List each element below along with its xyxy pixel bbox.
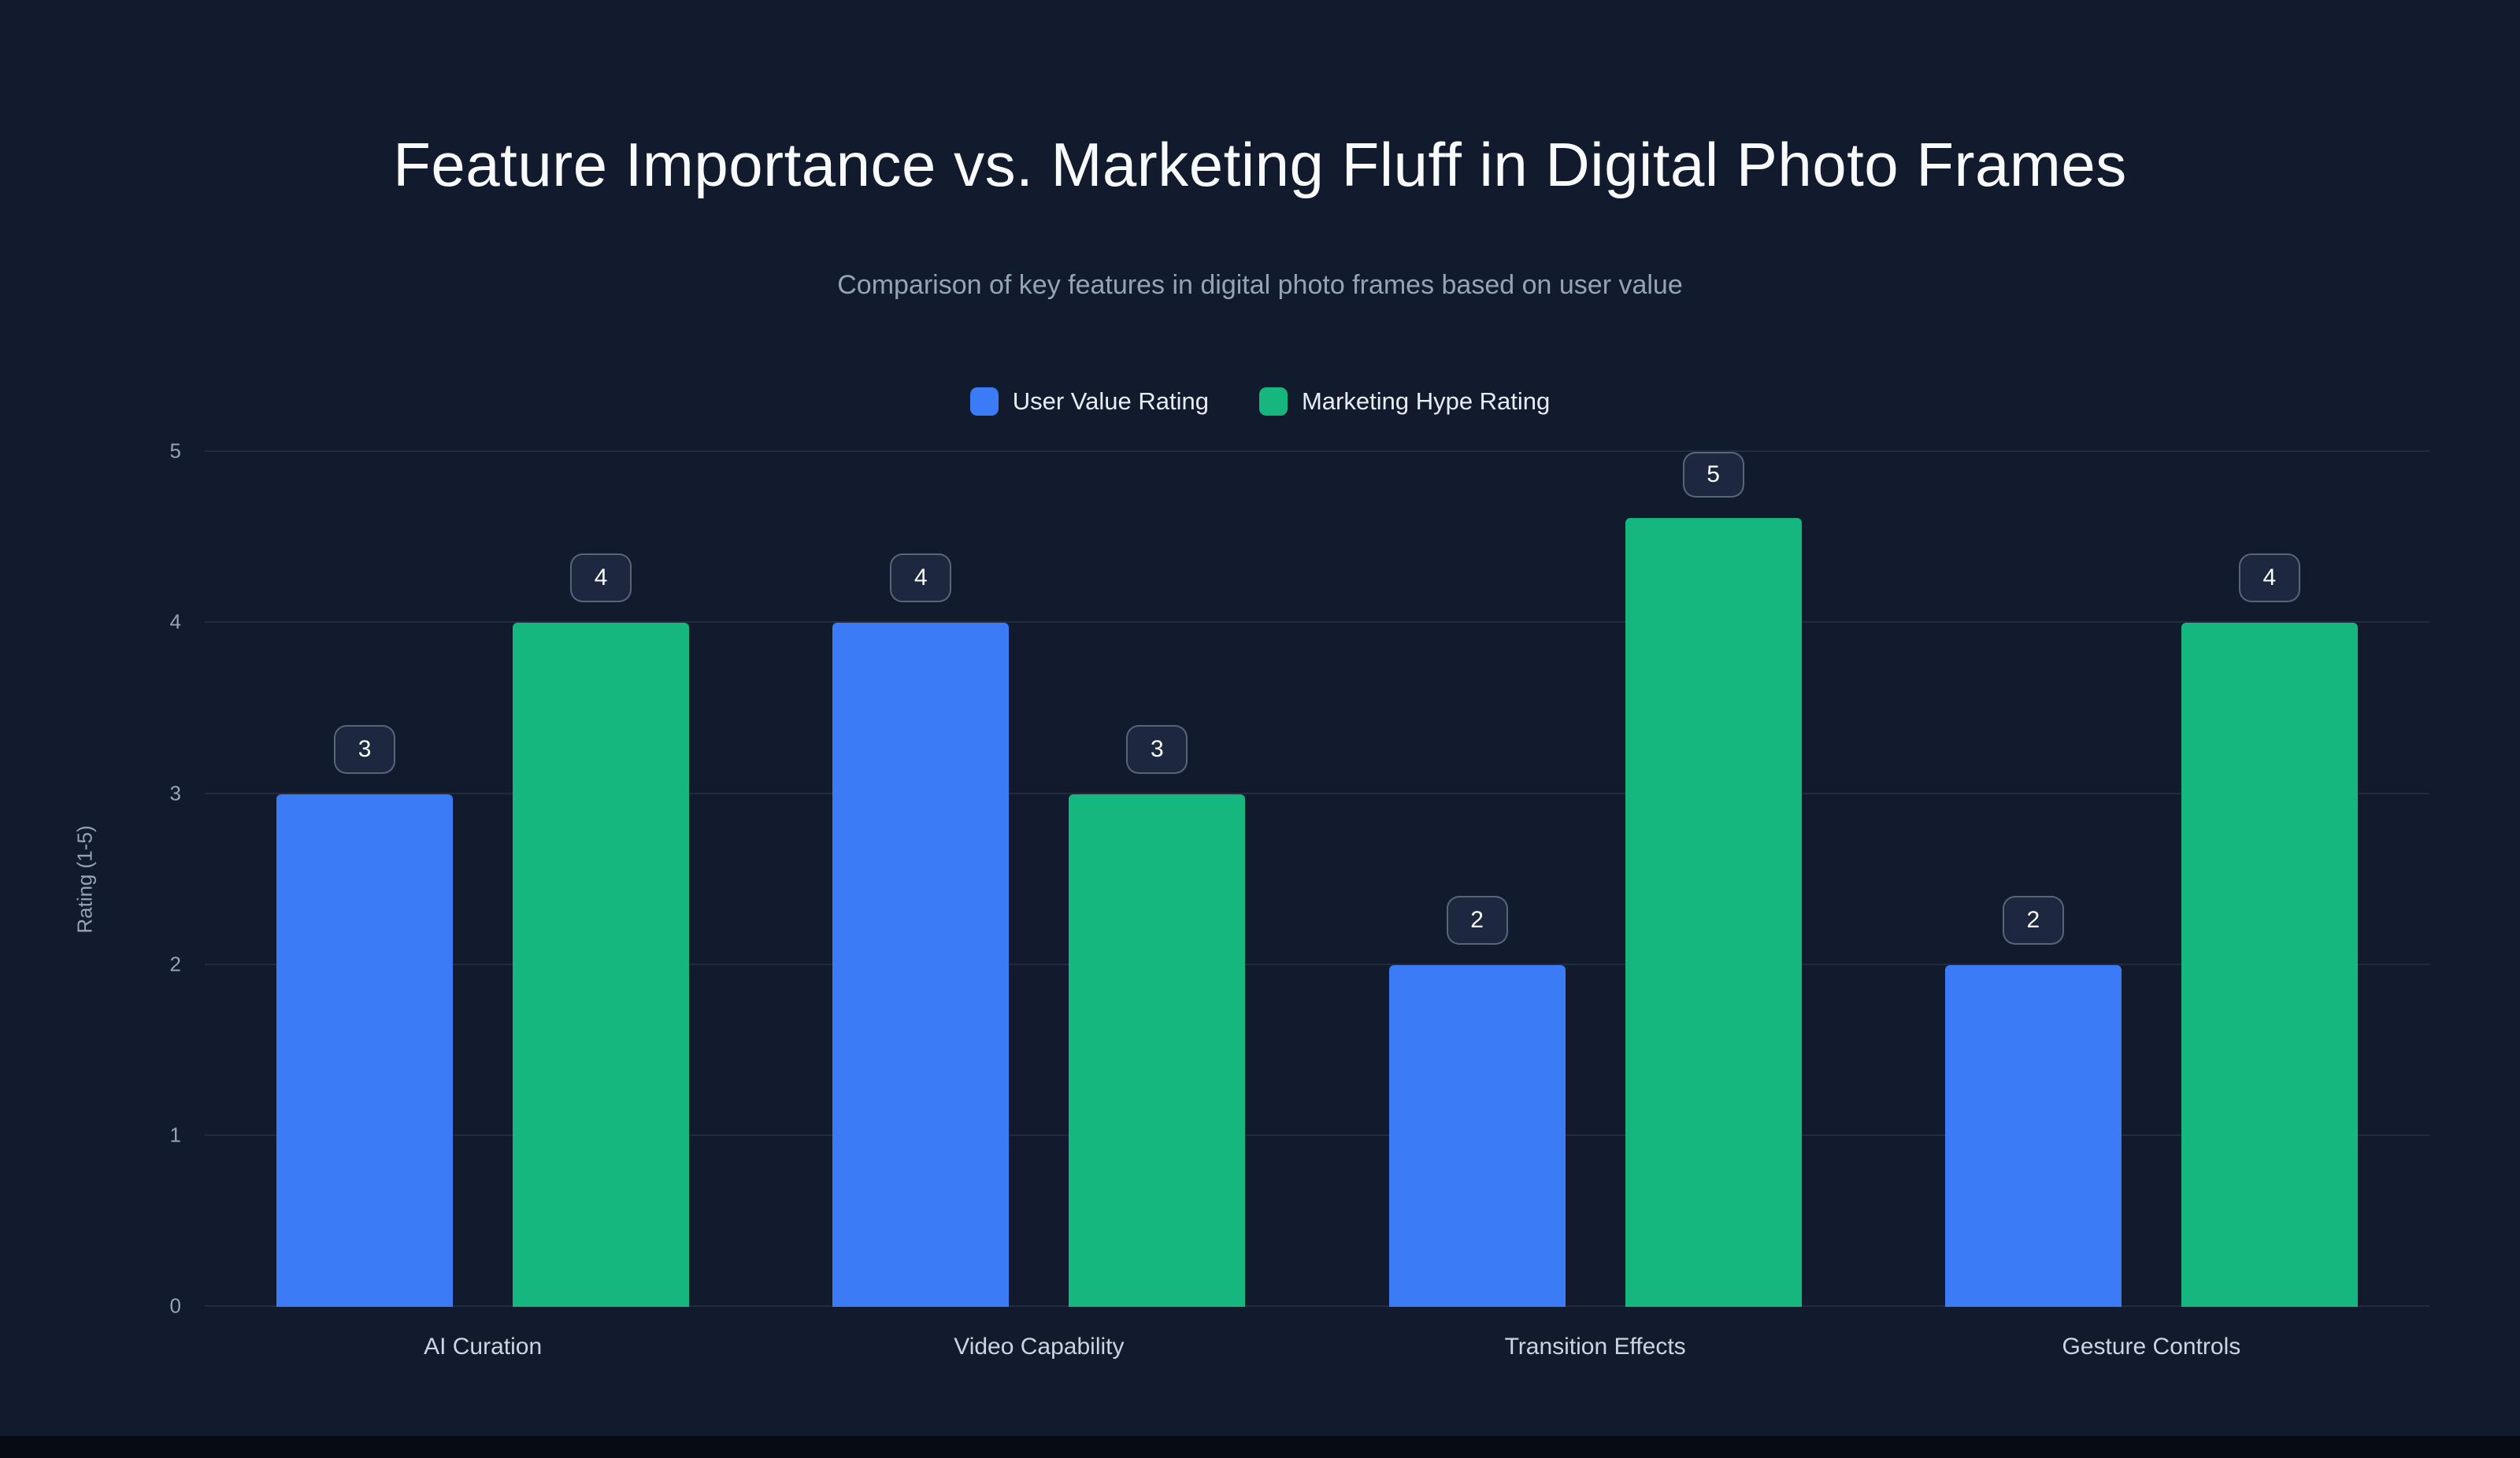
chart-bar	[1944, 964, 2122, 1308]
bar-cell: 5	[1625, 452, 1802, 1308]
bar-cell: 3	[276, 452, 454, 1308]
value-badge: 4	[570, 553, 632, 603]
chart-bar	[2181, 623, 2358, 1308]
category-label: Video Capability	[954, 1334, 1125, 1360]
chart-bar	[1388, 964, 1566, 1308]
chart-bar	[1069, 794, 1246, 1308]
gridline: 5	[170, 439, 2429, 463]
x-axis-category-labels: AI Curation Video Capability Transition Ef…	[205, 1334, 2429, 1360]
chart-bar	[513, 623, 690, 1308]
category-label: Gesture Controls	[2062, 1334, 2241, 1360]
value-badge: 2	[2002, 895, 2064, 945]
y-axis-label: Rating (1-5)	[72, 825, 97, 934]
chart-bar	[276, 794, 454, 1308]
bar-cell: 2	[1944, 452, 2122, 1308]
category-label: Transition Effects	[1504, 1334, 1686, 1360]
value-badge: 2	[1446, 895, 1508, 945]
y-tick-label: 5	[169, 439, 181, 463]
gridline: 2	[170, 952, 2429, 975]
bar-cell: 3	[1069, 452, 1246, 1308]
legend-item[interactable]: Marketing Hype Rating	[1258, 387, 1551, 416]
chart-page: { "page": { "background": "#121b2e" }, "…	[0, 41, 2520, 1458]
y-tick-label: 4	[169, 609, 181, 634]
legend-color-swatch-icon	[969, 387, 999, 416]
bar-cell: 2	[1388, 452, 1566, 1308]
y-tick-label: 3	[169, 781, 181, 805]
value-badge: 3	[334, 724, 396, 774]
chart-subtitle: Comparison of key features in digital ph…	[837, 270, 1683, 301]
gridline: 4	[170, 610, 2429, 634]
bar-cell: 4	[832, 452, 1010, 1308]
bottom-bar	[0, 1436, 2520, 1458]
y-tick-label: 2	[169, 952, 181, 976]
value-badge: 4	[890, 553, 952, 603]
chart-bar	[1625, 517, 1802, 1308]
legend-item-label: Marketing Hype Rating	[1301, 387, 1551, 416]
y-tick-label: 0	[169, 1293, 181, 1318]
gridline: 0	[170, 1294, 2429, 1318]
legend-item[interactable]: User Value Rating	[969, 387, 1209, 416]
y-tick-label: 1	[169, 1123, 181, 1147]
category-label: AI Curation	[424, 1334, 543, 1360]
value-badge: 4	[2238, 553, 2300, 603]
chart-title: Feature Importance vs. Marketing Fluff i…	[393, 130, 2127, 200]
legend-color-swatch-icon	[1258, 387, 1288, 416]
chart-bar	[832, 623, 1010, 1308]
legend: User Value Rating Marketing Hype Rating	[0, 383, 2520, 420]
value-badge: 5	[1682, 452, 1744, 498]
gridline: 3	[170, 781, 2429, 805]
bar-cell: 4	[513, 452, 690, 1308]
gridline: 1	[170, 1123, 2429, 1147]
legend-item-label: User Value Rating	[1012, 387, 1209, 416]
bar-cell: 4	[2181, 452, 2358, 1308]
value-badge: 3	[1126, 724, 1188, 774]
